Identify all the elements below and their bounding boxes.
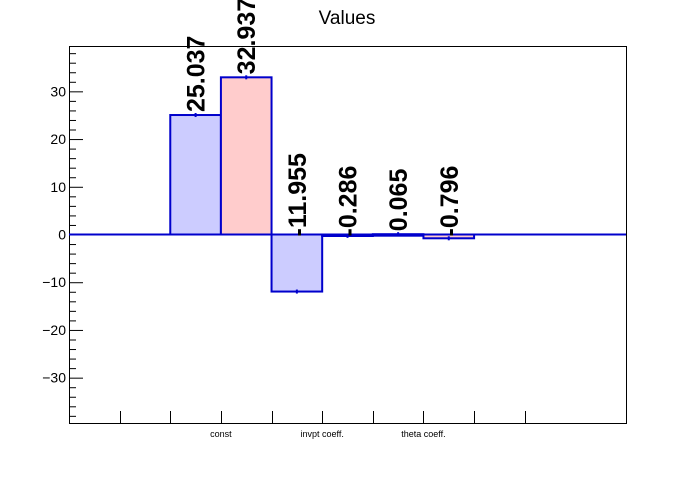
y-tick-label: −20 [42, 322, 66, 338]
bar-value-label: -0.286 [335, 166, 363, 237]
y-tick-label: 30 [50, 83, 66, 99]
y-tick-label: −30 [42, 370, 66, 386]
y-tick-label: 10 [50, 179, 66, 195]
x-category-label: invpt coeff. [300, 429, 343, 439]
bars [69, 75, 626, 294]
x-category-label: const [210, 429, 232, 439]
y-tick-label: −10 [42, 274, 66, 290]
bar-value-label: -0.796 [436, 166, 464, 237]
bar [270, 233, 324, 293]
bar [169, 114, 222, 236]
y-axis: −30 −20 −10 0 10 20 30 [42, 53, 83, 417]
bar-value-label: 0.065 [385, 169, 413, 232]
bar-value-label: -11.955 [284, 153, 312, 237]
data-labels: 25.037 -11.955 0.065 32.937 -0.286 -0.796 [183, 0, 464, 237]
bar [219, 76, 273, 236]
y-tick-label: 20 [50, 131, 66, 147]
chart-title: Values [319, 8, 376, 29]
bar-value-label: 25.037 [183, 36, 211, 112]
x-category-label: theta coeff. [401, 429, 445, 439]
bar-value-label: 32.937 [233, 0, 261, 74]
x-axis: const invpt coeff. theta coeff. [120, 411, 526, 439]
y-tick-label: 0 [58, 227, 66, 243]
